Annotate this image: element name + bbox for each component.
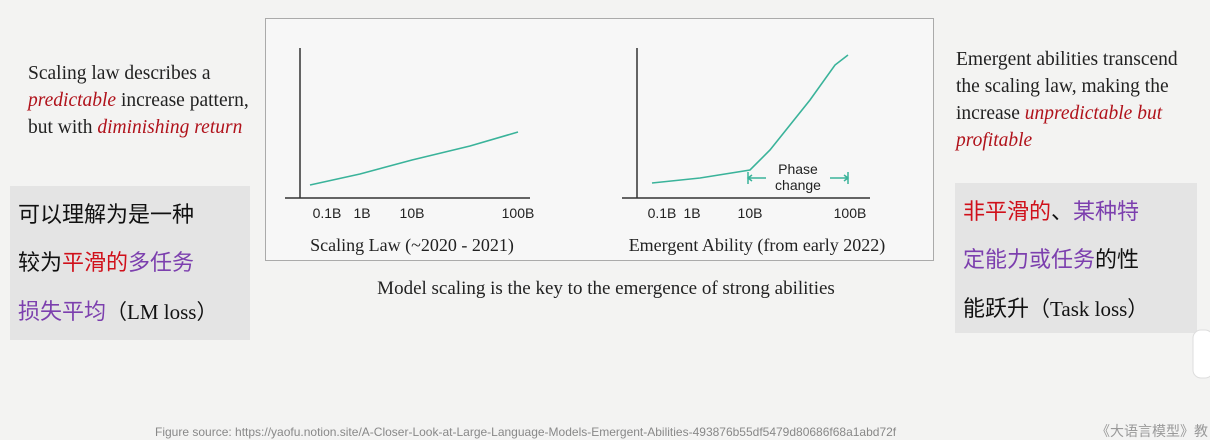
text: 平滑的 <box>62 251 129 276</box>
x-tick-label: 100B <box>502 205 535 221</box>
text: （LM loss） <box>106 300 218 324</box>
line: 定能力或任务的性 <box>963 237 1189 285</box>
text: increase pattern, but with <box>28 90 249 138</box>
line: 能跃升（Task loss） <box>963 285 1189 333</box>
right-note: Emergent abilities transcend the scaling… <box>956 46 1196 154</box>
x-tick-label: 0.1B <box>648 205 677 221</box>
curve <box>651 54 849 184</box>
text: 定能力或任务 <box>963 248 1096 273</box>
text: Scaling law describes a <box>28 63 211 84</box>
line: 可以理解为是一种 <box>18 192 242 240</box>
text: 可以理解为是一种 <box>18 203 195 228</box>
text: 多任务 <box>128 251 195 276</box>
x-tick-label: 100B <box>834 205 867 221</box>
text: Emergent abilities transcend the scaling… <box>956 49 1178 124</box>
text: 损失平均 <box>18 300 107 325</box>
x-tick-label: 1B <box>683 205 700 221</box>
text: 能跃升 <box>963 297 1030 322</box>
side-handle <box>1192 329 1210 379</box>
highlight: unpredictable but profitable <box>956 103 1163 151</box>
left-box: 可以理解为是一种 较为平滑的多任务 损失平均（LM loss） <box>10 186 250 340</box>
curve <box>309 131 519 186</box>
line: 较为平滑的多任务 <box>18 240 242 288</box>
text: 较为 <box>18 251 63 276</box>
figure-frame <box>265 18 934 261</box>
text: 某种特 <box>1073 200 1140 225</box>
line: 非平滑的、某种特 <box>963 189 1189 237</box>
text: （Task loss） <box>1029 297 1149 321</box>
right-box: 非平滑的、某种特 定能力或任务的性 能跃升（Task loss） <box>955 183 1197 333</box>
x-tick-label: 10B <box>738 205 763 221</box>
footer-book: 《大语言模型》教 <box>1096 424 1208 440</box>
footer-source: Figure source: https://yaofu.notion.site… <box>155 425 897 439</box>
highlight: diminishing return <box>97 117 243 138</box>
highlight: predictable <box>28 90 117 111</box>
line: 损失平均（LM loss） <box>18 288 242 336</box>
figure-caption: Model scaling is the key to the emergenc… <box>377 278 835 299</box>
annotation: Phase <box>778 161 818 177</box>
text: 、 <box>1051 200 1074 225</box>
chart-caption: Emergent Ability (from early 2022) <box>629 235 886 256</box>
left-note: Scaling law describes a predictable incr… <box>28 60 264 141</box>
x-tick-label: 0.1B <box>313 205 342 221</box>
text: 的性 <box>1095 248 1140 273</box>
phase-arrows <box>746 172 850 184</box>
chart-caption: Scaling Law (~2020 - 2021) <box>310 235 514 256</box>
x-tick-label: 1B <box>353 205 370 221</box>
annotation: change <box>775 177 821 193</box>
x-tick-label: 10B <box>400 205 425 221</box>
text: 非平滑的 <box>963 200 1052 225</box>
